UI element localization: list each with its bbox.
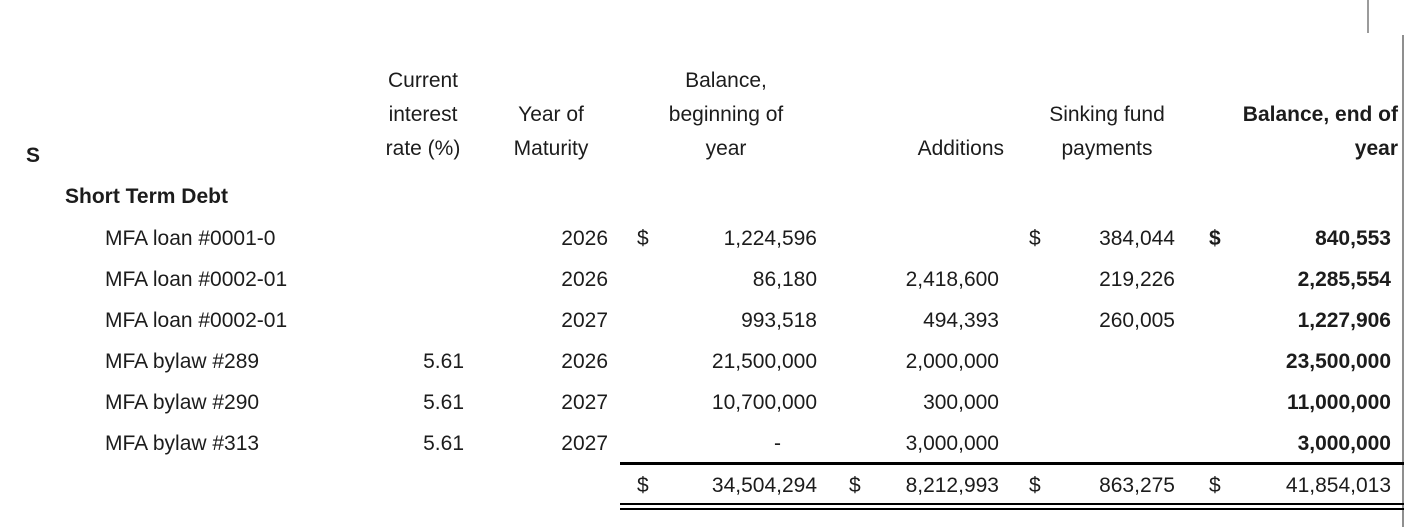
cell-balance-beginning: 993,518 — [741, 309, 817, 332]
cell-sinking-fund — [1008, 341, 1187, 382]
cell-balance-end: 2,285,554 — [1297, 268, 1391, 291]
row-label: MFA bylaw #290 — [105, 391, 260, 414]
cell-balance-beginning: 21,500,000 — [711, 350, 817, 373]
cell-maturity-year: 2026 — [561, 227, 608, 250]
cell-balance-beginning: 86,180 — [752, 268, 817, 291]
totals-double-underline — [620, 503, 1404, 510]
table-row: MFA loan #0002-01 2027 993,518 494,393 2… — [28, 300, 1404, 341]
cell-sinking-fund: 219,226 — [1099, 268, 1175, 291]
section-title: Short Term Debt — [65, 185, 228, 208]
cell-interest-rate — [350, 300, 480, 341]
totals-top-rule — [620, 462, 1404, 465]
cell-maturity-year: 2027 — [561, 309, 608, 332]
dollar-sign: $ — [1029, 227, 1041, 250]
totals-label-spacer — [28, 467, 350, 505]
row-label: MFA loan #0002-01 — [105, 268, 288, 291]
row-label: MFA bylaw #313 — [105, 432, 260, 455]
column-header-label-spacer — [28, 62, 350, 166]
cell-balance-beginning: 10,700,000 — [711, 391, 817, 414]
cell-balance-end: 1,227,906 — [1297, 309, 1391, 332]
total-sinking-fund: $ 863,275 — [1008, 467, 1187, 505]
dollar-sign: $ — [637, 227, 649, 250]
cell-balance-end: 11,000,000 — [1287, 391, 1391, 414]
dollar-sign: $ — [1209, 227, 1221, 250]
cell-balance-end: $ 840,553 — [1187, 218, 1404, 259]
column-header-balance-beginning: Balance, beginning of year — [668, 69, 784, 160]
cell-maturity-year: 2027 — [561, 432, 608, 455]
column-header-interest-rate: Current interest rate (%) — [385, 69, 461, 160]
cell-sinking-fund — [1008, 382, 1187, 423]
cell-balance-end: 3,000,000 — [1297, 432, 1391, 455]
table-row: MFA loan #0001-0 2026 $ 1,224,596 $ 384,… — [28, 218, 1404, 259]
cell-maturity-year: 2027 — [561, 391, 608, 414]
dollar-sign: $ — [1029, 474, 1041, 497]
row-label: MFA loan #0001-0 — [105, 227, 276, 250]
cell-interest-rate: 5.61 — [423, 391, 464, 414]
dollar-sign: $ — [637, 474, 649, 497]
cell-balance-beginning: - — [774, 432, 781, 455]
cell-maturity-year: 2026 — [561, 350, 608, 373]
cell-sinking-fund — [1008, 423, 1187, 464]
table-row: MFA bylaw #313 5.61 2027 - 3,000,000 3,0… — [28, 423, 1404, 464]
cell-balance-end: 23,500,000 — [1285, 350, 1391, 373]
table-row: MFA loan #0002-01 2026 86,180 2,418,600 … — [28, 259, 1404, 300]
cell-interest-rate — [350, 218, 480, 259]
row-label: MFA loan #0002-01 — [105, 309, 288, 332]
cell-interest-rate: 5.61 — [423, 350, 464, 373]
cell-interest-rate: 5.61 — [423, 432, 464, 455]
totals-row: $ 34,504,294 $ 8,212,993 $ 863,275 $ 41,… — [28, 467, 1404, 505]
total-balance-beginning: $ 34,504,294 — [622, 467, 830, 505]
total-additions: $ 8,212,993 — [830, 467, 1008, 505]
cell-additions: 2,000,000 — [905, 350, 999, 373]
cropped-text-fragment: S — [26, 144, 41, 167]
row-label: MFA bylaw #289 — [105, 350, 260, 373]
column-header-additions: Additions — [917, 137, 1004, 160]
cell-maturity-year: 2026 — [561, 268, 608, 291]
cell-interest-rate — [350, 259, 480, 300]
cell-sinking-fund: $ 384,044 — [1008, 218, 1187, 259]
cell-additions — [830, 218, 1008, 259]
column-header-sinking-fund: Sinking fund payments — [1049, 103, 1165, 160]
column-header-maturity-year: Year of Maturity — [513, 103, 589, 160]
dollar-sign: $ — [1209, 474, 1221, 497]
table-row: MFA bylaw #289 5.61 2026 21,500,000 2,00… — [28, 341, 1404, 382]
total-balance-end: $ 41,854,013 — [1187, 467, 1404, 505]
cell-additions: 3,000,000 — [905, 432, 999, 455]
cell-border-line-right — [1402, 35, 1404, 527]
cell-balance-beginning: $ 1,224,596 — [622, 218, 830, 259]
cell-additions: 494,393 — [923, 309, 999, 332]
dollar-sign: $ — [849, 474, 861, 497]
cell-border-line-top — [1367, 0, 1369, 33]
cell-additions: 300,000 — [923, 391, 999, 414]
cell-sinking-fund: 260,005 — [1099, 309, 1175, 332]
column-header-balance-end: Balance, end of year — [1242, 103, 1398, 160]
cell-additions: 2,418,600 — [905, 268, 999, 291]
table-row: MFA bylaw #290 5.61 2027 10,700,000 300,… — [28, 382, 1404, 423]
table-header-row: Current interest rate (%) Year of Maturi… — [28, 62, 1404, 166]
